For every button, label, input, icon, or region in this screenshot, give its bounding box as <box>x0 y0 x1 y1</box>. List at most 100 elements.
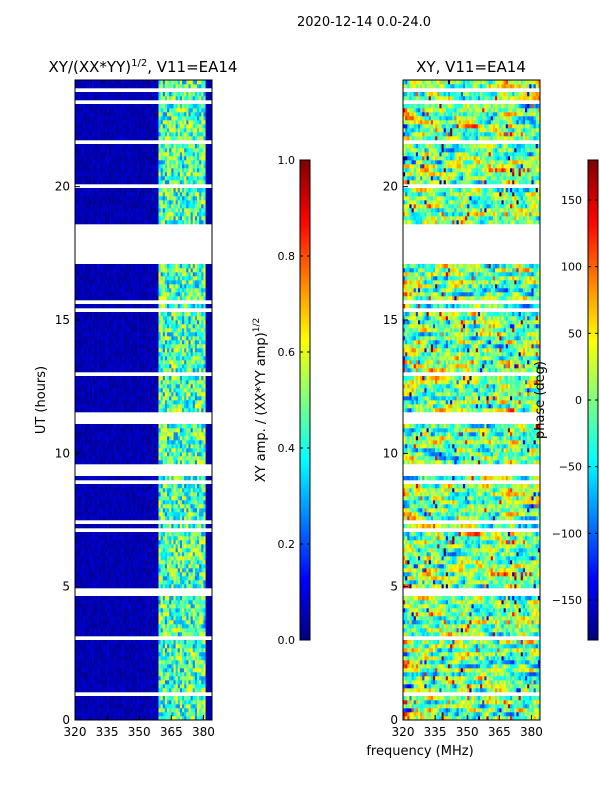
heatmap-cell <box>79 568 81 572</box>
heatmap-cell <box>88 708 90 712</box>
heatmap-cell <box>173 644 175 648</box>
heatmap-cell <box>131 428 133 432</box>
heatmap-cell <box>92 544 94 548</box>
heatmap-cell <box>152 404 154 408</box>
heatmap-cell <box>165 476 167 480</box>
heatmap-cell <box>109 548 111 552</box>
heatmap-cell <box>77 664 79 668</box>
heatmap-cell <box>161 540 163 544</box>
heatmap-cell <box>126 476 128 480</box>
heatmap-cell <box>163 644 165 648</box>
heatmap-cell <box>81 576 83 580</box>
heatmap-cell <box>86 532 88 536</box>
heatmap-cell <box>186 668 188 672</box>
heatmap-cell <box>137 548 139 552</box>
heatmap-cell <box>84 408 86 412</box>
heatmap-cell <box>158 504 160 508</box>
heatmap-cell <box>135 456 137 460</box>
heatmap-cell <box>195 600 197 604</box>
heatmap-cell <box>156 584 158 588</box>
heatmap-cell <box>124 672 126 676</box>
heatmap-cell <box>111 616 113 620</box>
heatmap-cell <box>77 556 79 560</box>
heatmap-cell <box>114 632 116 636</box>
heatmap-cell <box>129 544 131 548</box>
heatmap-cell <box>120 600 122 604</box>
heatmap-cell <box>77 660 79 664</box>
heatmap-cell <box>152 536 154 540</box>
heatmap-cell <box>79 504 81 508</box>
heatmap-cell <box>90 424 92 428</box>
heatmap-cell <box>90 664 92 668</box>
heatmap-cell <box>148 616 150 620</box>
heatmap-cell <box>201 572 203 576</box>
heatmap-cell <box>206 524 208 528</box>
heatmap-cell <box>199 564 201 568</box>
heatmap-cell <box>146 460 148 464</box>
heatmap-cell <box>133 568 135 572</box>
heatmap-cell <box>188 452 190 456</box>
heatmap-cell <box>188 672 190 676</box>
heatmap-cell <box>139 600 141 604</box>
heatmap-cell <box>154 564 156 568</box>
heatmap-cell <box>203 444 205 448</box>
heatmap-cell <box>129 396 131 400</box>
heatmap-cell <box>199 596 201 600</box>
heatmap-cell <box>114 492 116 496</box>
heatmap-cell <box>84 548 86 552</box>
heatmap-cell <box>116 652 118 656</box>
heatmap-cell <box>169 456 171 460</box>
heatmap-cell <box>124 616 126 620</box>
heatmap-cell <box>129 504 131 508</box>
heatmap-cell <box>173 508 175 512</box>
heatmap-cell <box>148 656 150 660</box>
heatmap-cell <box>197 628 199 632</box>
heatmap-cell <box>191 616 193 620</box>
heatmap-cell <box>114 676 116 680</box>
heatmap-cell <box>141 492 143 496</box>
heatmap-cell <box>92 668 94 672</box>
heatmap-cell <box>111 544 113 548</box>
heatmap-cell <box>180 424 182 428</box>
heatmap-cell <box>193 428 195 432</box>
heatmap-cell <box>92 512 94 516</box>
heatmap-cell <box>173 652 175 656</box>
heatmap-cell <box>111 500 113 504</box>
heatmap-cell <box>188 508 190 512</box>
heatmap-cell <box>169 488 171 492</box>
heatmap-cell <box>206 540 208 544</box>
heatmap-cell <box>199 476 201 480</box>
heatmap-cell <box>141 656 143 660</box>
heatmap-cell <box>90 580 92 584</box>
heatmap-cell <box>94 400 96 404</box>
heatmap-cell <box>92 652 94 656</box>
heatmap-cell <box>171 544 173 548</box>
heatmap-cell <box>148 444 150 448</box>
heatmap-cell <box>193 696 195 700</box>
heatmap-cell <box>150 712 152 716</box>
heatmap-cell <box>169 392 171 396</box>
heatmap-cell <box>90 616 92 620</box>
heatmap-cell <box>120 624 122 628</box>
heatmap-cell <box>120 552 122 556</box>
heatmap-cell <box>191 668 193 672</box>
heatmap-cell <box>186 452 188 456</box>
heatmap-cell <box>182 608 184 612</box>
heatmap-cell <box>146 580 148 584</box>
heatmap-cell <box>156 400 158 404</box>
heatmap-cell <box>197 688 199 692</box>
heatmap-cell <box>171 660 173 664</box>
heatmap-cell <box>203 524 205 528</box>
heatmap-cell <box>81 460 83 464</box>
heatmap-cell <box>203 428 205 432</box>
heatmap-cell <box>206 568 208 572</box>
heatmap-cell <box>158 428 160 432</box>
heatmap-cell <box>111 612 113 616</box>
heatmap-cell <box>176 660 178 664</box>
heatmap-cell <box>77 396 79 400</box>
heatmap-cell <box>152 652 154 656</box>
heatmap-cell <box>103 536 105 540</box>
heatmap-cell <box>146 620 148 624</box>
heatmap-cell <box>178 540 180 544</box>
heatmap-cell <box>92 712 94 716</box>
